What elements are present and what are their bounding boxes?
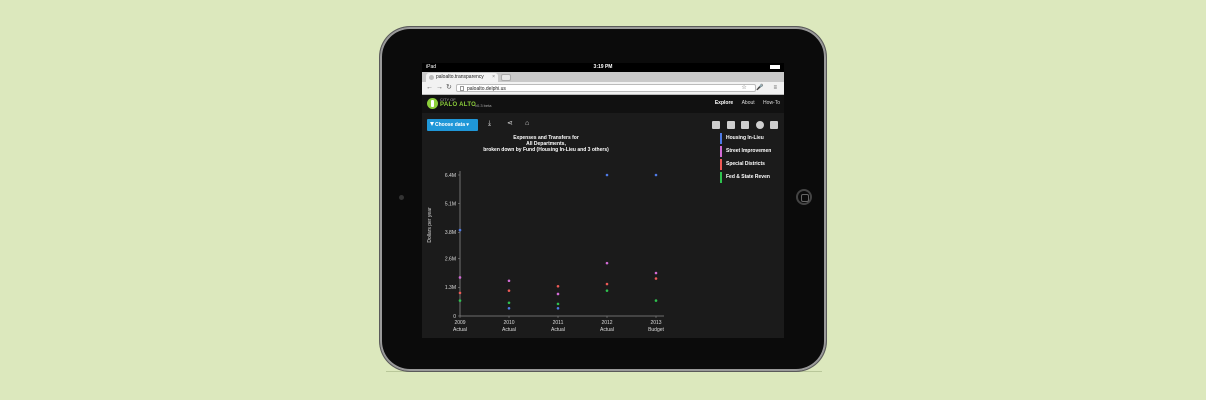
tab-strip: paloalto.transparency × — [422, 72, 784, 82]
x-tick-label: 2010 — [503, 320, 514, 326]
brand-city: CITY OF — [440, 97, 456, 102]
y-tick-label: 2.6M — [445, 257, 456, 263]
tab-title: paloalto.transparency — [436, 74, 484, 80]
reload-icon[interactable]: ↻ — [446, 84, 452, 91]
data-point — [458, 299, 462, 302]
legend-label: Fed & State Reven — [726, 174, 770, 180]
data-point — [556, 302, 560, 306]
x-tick-sublabel: Budget — [648, 327, 664, 333]
choose-data-button[interactable]: Choose data ▾ — [427, 119, 478, 131]
chart-title-line-1: Expenses and Transfers for — [513, 135, 579, 141]
y-axis-label: Dollars per year — [427, 207, 433, 243]
legend-swatch — [720, 133, 722, 144]
data-point — [654, 277, 658, 280]
area-chart-icon[interactable] — [712, 121, 721, 129]
y-tick-label: 5.1M — [445, 201, 456, 207]
x-tick-label: 2011 — [553, 320, 564, 326]
address-bar[interactable]: paloalto.delphi.us — [456, 84, 756, 92]
data-point — [605, 173, 609, 177]
chart-title-line-3: broken down by Fund (Housing In-Lieu and… — [483, 147, 609, 153]
data-point — [556, 284, 560, 288]
favicon-icon — [429, 75, 434, 80]
bar-chart-icon[interactable] — [726, 121, 735, 129]
browser-toolbar: ← → ↻ paloalto.delphi.us ☆ 🎤 ≡ — [422, 82, 784, 95]
app-header: CITY OF PALO ALTO v0.3 beta Explore Abou… — [422, 95, 784, 115]
legend-label: Housing In-Lieu — [726, 135, 764, 141]
y-tick-label: 3.8M — [445, 230, 456, 236]
new-tab-button[interactable] — [501, 74, 511, 81]
data-point — [507, 279, 511, 283]
embed-icon[interactable]: ⌂ — [525, 120, 530, 127]
legend-swatch — [720, 172, 722, 183]
app-body: Choose data ▾ ⤓ ⋖ ⌂ Expenses and Transfe… — [422, 113, 784, 338]
table-icon[interactable] — [770, 121, 778, 129]
pie-chart-icon[interactable] — [755, 121, 764, 129]
data-point — [605, 261, 609, 265]
y-tick-label: 1.3M — [445, 285, 456, 291]
battery-icon — [770, 63, 780, 72]
palo-alto-logo-icon — [427, 98, 438, 109]
data-point — [507, 301, 511, 305]
share-icon[interactable]: ⋖ — [507, 120, 513, 127]
chart-title-line-2: All Departments, — [526, 141, 566, 147]
data-point — [458, 291, 462, 295]
data-point — [556, 306, 560, 310]
scatter-chart: Expenses and Transfers for All Departmen… — [427, 135, 665, 333]
x-tick-label: 2009 — [454, 320, 465, 326]
ipad-frame: iPad 3:19 PM paloalto.transparency × ← →… — [380, 27, 826, 371]
x-tick-label: 2012 — [601, 320, 612, 326]
legend-item[interactable]: Special Districts — [720, 159, 771, 172]
legend-item[interactable]: Fed & State Reven — [720, 172, 771, 185]
line-chart-icon[interactable] — [741, 121, 750, 129]
data-point — [605, 289, 609, 292]
back-icon[interactable]: ← — [426, 84, 433, 91]
filter-icon — [430, 122, 434, 126]
legend-item[interactable]: Street Improvemen — [720, 146, 771, 159]
x-tick-sublabel: Actual — [600, 327, 614, 333]
y-tick-label: 0 — [453, 314, 456, 320]
legend-label: Special Districts — [726, 161, 765, 167]
shelf-line — [386, 371, 822, 372]
status-time: 3:19 PM — [593, 64, 613, 70]
x-tick-sublabel: Actual — [453, 327, 467, 333]
browser-tab[interactable]: paloalto.transparency × — [426, 73, 498, 82]
data-point — [507, 289, 511, 292]
forward-icon[interactable]: → — [436, 84, 443, 91]
nav-how-to[interactable]: How-To — [763, 100, 780, 106]
data-point — [556, 292, 560, 296]
toolbar-right-icons[interactable]: ☆ 🎤 ≡ — [741, 85, 781, 91]
status-bar: iPad 3:19 PM — [422, 63, 784, 72]
home-button[interactable] — [796, 189, 812, 205]
download-icon[interactable]: ⤓ — [488, 120, 492, 127]
x-tick-label: 2013 — [650, 320, 661, 326]
x-tick-sublabel: Actual — [502, 327, 516, 333]
ipad-screen: iPad 3:19 PM paloalto.transparency × ← →… — [422, 63, 784, 338]
legend-swatch — [720, 146, 722, 157]
url-text: paloalto.delphi.us — [467, 86, 506, 92]
data-point — [507, 306, 511, 310]
data-point — [654, 173, 658, 177]
data-point — [654, 299, 658, 302]
legend-label: Street Improvemen — [726, 148, 772, 154]
choose-data-label: Choose data ▾ — [435, 122, 469, 128]
close-tab-icon[interactable]: × — [492, 74, 495, 80]
brand-version: v0.3 beta — [475, 103, 492, 108]
legend-item[interactable]: Housing In-Lieu — [720, 133, 771, 146]
data-point — [458, 228, 462, 232]
x-tick-sublabel: Actual — [551, 327, 565, 333]
chart-type-switcher — [710, 116, 778, 134]
data-point — [458, 276, 462, 279]
device-label: iPad — [426, 64, 437, 70]
nav-explore[interactable]: Explore — [714, 100, 734, 106]
app-nav: Explore About How-To — [708, 100, 780, 106]
camera — [399, 195, 404, 200]
brand-name: PALO ALTO — [440, 102, 477, 108]
y-tick-label: 6.4M — [445, 173, 456, 179]
page-icon — [460, 86, 464, 91]
nav-about[interactable]: About — [741, 100, 755, 106]
data-point — [654, 271, 658, 275]
legend: Housing In-Lieu Street Improvemen Special … — [720, 133, 771, 185]
legend-swatch — [720, 159, 722, 170]
data-point — [605, 282, 609, 286]
